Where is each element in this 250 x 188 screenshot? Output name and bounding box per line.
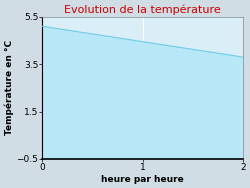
X-axis label: heure par heure: heure par heure xyxy=(102,175,184,184)
Y-axis label: Température en °C: Température en °C xyxy=(4,40,14,135)
Title: Evolution de la température: Evolution de la température xyxy=(64,4,221,15)
